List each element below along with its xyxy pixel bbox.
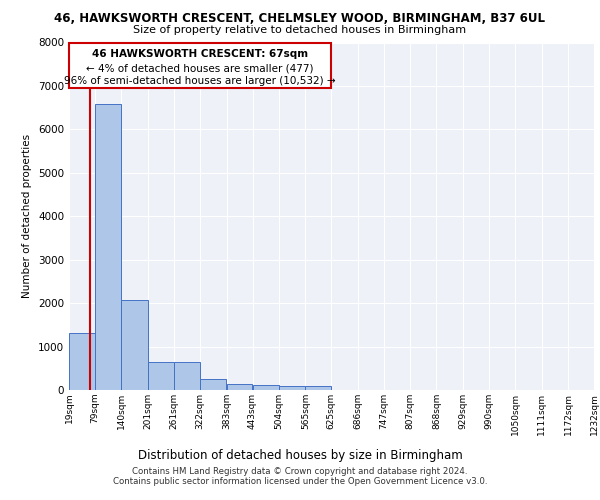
Text: Contains HM Land Registry data © Crown copyright and database right 2024.: Contains HM Land Registry data © Crown c… — [132, 467, 468, 476]
Bar — [200, 378, 226, 390]
Text: Contains public sector information licensed under the Open Government Licence v3: Contains public sector information licen… — [113, 477, 487, 486]
Text: 46 HAWKSWORTH CRESCENT: 67sqm: 46 HAWKSWORTH CRESCENT: 67sqm — [92, 48, 308, 58]
FancyBboxPatch shape — [69, 44, 331, 88]
Text: Distribution of detached houses by size in Birmingham: Distribution of detached houses by size … — [137, 450, 463, 462]
Text: 46, HAWKSWORTH CRESCENT, CHELMSLEY WOOD, BIRMINGHAM, B37 6UL: 46, HAWKSWORTH CRESCENT, CHELMSLEY WOOD,… — [55, 12, 545, 26]
Bar — [95, 104, 121, 390]
Bar — [121, 300, 148, 390]
Y-axis label: Number of detached properties: Number of detached properties — [22, 134, 32, 298]
Text: 96% of semi-detached houses are larger (10,532) →: 96% of semi-detached houses are larger (… — [64, 76, 336, 86]
Text: Size of property relative to detached houses in Birmingham: Size of property relative to detached ho… — [133, 25, 467, 35]
Bar — [279, 386, 305, 390]
Bar — [227, 384, 253, 390]
Bar — [253, 385, 279, 390]
Bar — [148, 362, 173, 390]
Bar — [69, 333, 95, 390]
Bar — [305, 386, 331, 390]
Text: ← 4% of detached houses are smaller (477): ← 4% of detached houses are smaller (477… — [86, 64, 314, 74]
Bar — [174, 362, 200, 390]
